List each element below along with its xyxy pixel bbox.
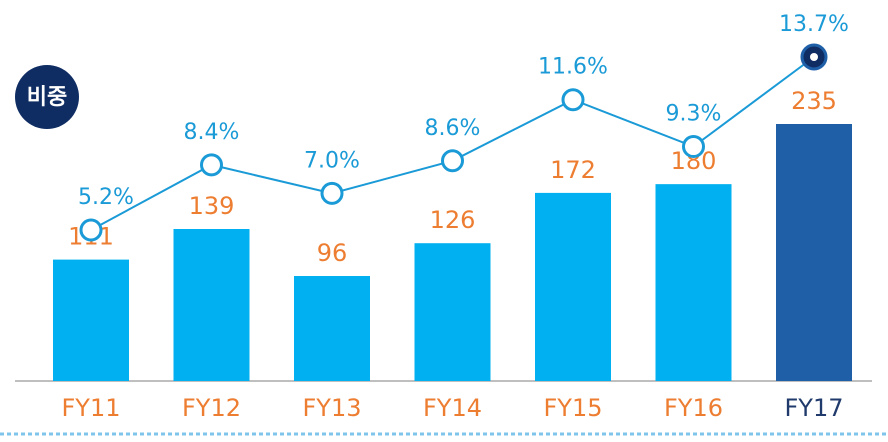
line-value-label: 13.7%: [779, 12, 849, 37]
line-marker: [79, 218, 103, 242]
line-value-label: 8.6%: [425, 116, 481, 141]
line-marker: [320, 181, 344, 205]
bar-value-label: 96: [317, 239, 348, 267]
bar-value-label: 126: [430, 206, 476, 234]
legend-label: 비중: [27, 85, 67, 110]
bar: [173, 228, 250, 381]
bar: [535, 192, 611, 381]
line-marker: [561, 88, 585, 112]
x-tick-label: FY12: [182, 394, 241, 422]
line-marker-center: [810, 53, 818, 61]
bar: [414, 243, 491, 381]
line-value-label: 7.0%: [304, 148, 360, 173]
bar: [53, 259, 129, 381]
x-tick-label: FY17: [784, 394, 843, 422]
bar-value-label: 235: [791, 87, 837, 115]
x-tick-label: FY11: [61, 394, 120, 422]
line-value-label: 11.6%: [538, 55, 608, 80]
bar-value-label: 172: [550, 156, 596, 184]
bar: [776, 124, 852, 381]
bar: [294, 276, 370, 381]
x-tick-label: FY14: [423, 394, 482, 422]
x-tick-label: FY15: [543, 394, 602, 422]
legend-badge: [15, 65, 79, 129]
line-marker: [200, 153, 223, 177]
line-marker: [441, 149, 464, 173]
line-marker: [682, 135, 705, 159]
x-tick-label: FY13: [302, 394, 361, 422]
line-value-label: 9.3%: [666, 102, 722, 127]
bar: [655, 184, 732, 381]
line-value-label: 5.2%: [78, 185, 134, 210]
x-tick-label: FY16: [664, 394, 723, 422]
line-value-label: 8.4%: [184, 120, 240, 145]
bar-value-label: 139: [189, 192, 235, 220]
